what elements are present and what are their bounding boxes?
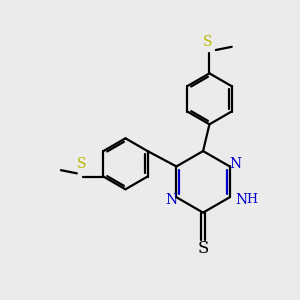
Text: N: N — [235, 193, 247, 207]
Text: N: N — [165, 193, 177, 207]
Text: N: N — [229, 157, 241, 171]
Text: H: H — [247, 194, 258, 206]
Text: S: S — [197, 240, 209, 257]
Text: S: S — [77, 157, 86, 171]
Text: S: S — [203, 35, 213, 49]
